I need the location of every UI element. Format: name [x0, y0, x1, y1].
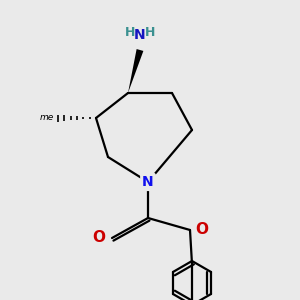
- Text: me: me: [40, 113, 54, 122]
- Text: H: H: [145, 26, 155, 40]
- Text: N: N: [134, 28, 146, 42]
- Text: O: O: [195, 221, 208, 236]
- Text: O: O: [92, 230, 105, 245]
- Text: H: H: [125, 26, 135, 40]
- Polygon shape: [128, 49, 143, 93]
- Text: N: N: [142, 175, 154, 189]
